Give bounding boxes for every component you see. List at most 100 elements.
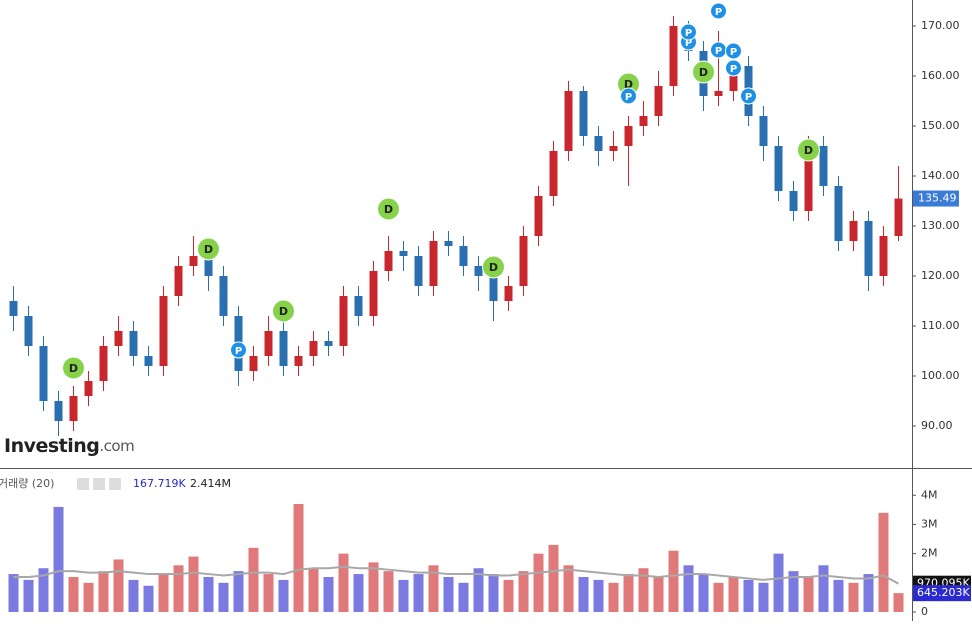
candle-body xyxy=(69,396,78,421)
candle-body xyxy=(489,276,498,301)
volume-bar xyxy=(803,576,814,612)
volume-bar xyxy=(23,579,34,612)
event-label: P xyxy=(685,28,692,39)
volume-bar xyxy=(488,574,499,612)
candle-body xyxy=(639,116,648,126)
event-marker xyxy=(377,197,400,221)
volume-bar xyxy=(473,568,484,612)
volume-bar xyxy=(503,579,514,612)
icon-visibility[interactable] xyxy=(77,478,89,490)
volume-bar xyxy=(308,568,319,612)
event-label: P xyxy=(730,47,737,58)
event-label: P xyxy=(235,346,242,357)
volume-bar xyxy=(293,504,304,612)
candle-body xyxy=(654,86,663,116)
candle-body xyxy=(114,331,123,346)
event-marker xyxy=(197,237,220,261)
volume-bar xyxy=(8,574,19,612)
event-label: P xyxy=(715,46,722,57)
volume-bar xyxy=(323,576,334,612)
volume-bar xyxy=(353,574,364,612)
last-volume-label: 645.203K xyxy=(917,586,970,599)
volume-bar xyxy=(878,512,889,612)
event-label: P xyxy=(715,7,722,18)
volume-bar xyxy=(653,576,664,612)
y-tick-label: 2M xyxy=(921,547,938,560)
volume-bar xyxy=(443,576,454,612)
candle-body xyxy=(609,146,618,151)
candle-body xyxy=(309,341,318,356)
volume-bar xyxy=(893,593,904,612)
event-marker xyxy=(725,59,742,77)
candle-body xyxy=(129,331,138,356)
candle-body xyxy=(144,356,153,366)
volume-bar xyxy=(788,571,799,612)
event-label: P xyxy=(625,92,632,103)
volume-bar xyxy=(233,571,244,612)
candle-body xyxy=(444,241,453,246)
candle-body xyxy=(564,91,573,151)
volume-bar xyxy=(128,579,139,612)
candle-body xyxy=(789,191,798,211)
candle-body xyxy=(9,301,18,316)
event-marker xyxy=(797,138,820,162)
candle-body xyxy=(414,256,423,286)
volume-bar xyxy=(593,579,604,612)
event-label: D xyxy=(489,261,498,274)
last-volume-tag xyxy=(913,585,971,602)
logo: Investing.com xyxy=(4,435,134,457)
event-marker xyxy=(620,87,637,105)
candle-body xyxy=(849,221,858,241)
event-label: P xyxy=(745,92,752,103)
volume-bar xyxy=(68,576,79,612)
icon-close[interactable] xyxy=(109,478,121,490)
candle-body xyxy=(504,286,513,301)
volume-bar xyxy=(623,574,634,612)
candle-body xyxy=(879,236,888,276)
candle-body xyxy=(204,256,213,276)
candle-body xyxy=(369,271,378,316)
candle-body xyxy=(459,246,468,266)
y-tick-label: 110.00 xyxy=(921,319,960,332)
y-tick-label: 160.00 xyxy=(921,69,960,82)
volume-bar xyxy=(53,506,64,612)
volume-bar xyxy=(458,582,469,612)
icon-settings[interactable] xyxy=(93,478,105,490)
candle-body xyxy=(729,66,738,91)
event-label: P xyxy=(730,64,737,75)
volume-bar xyxy=(98,571,109,612)
candle-body xyxy=(99,346,108,381)
candle-body xyxy=(429,241,438,286)
event-label: D xyxy=(384,203,393,216)
candle-body xyxy=(774,146,783,191)
y-tick-label: 4M xyxy=(921,488,938,501)
candle-body xyxy=(54,401,63,421)
candle-body xyxy=(714,91,723,96)
candle-body xyxy=(294,356,303,366)
volume-bar xyxy=(338,553,349,612)
volume-bar xyxy=(143,585,154,612)
volume-bar xyxy=(638,568,649,612)
candle-body xyxy=(24,316,33,346)
event-label: D xyxy=(279,305,288,318)
candle-body xyxy=(249,356,258,371)
event-marker xyxy=(725,42,742,60)
volume-bar xyxy=(248,547,259,612)
logo-suffix: .com xyxy=(99,437,134,455)
volume-bar xyxy=(278,579,289,612)
volume-bar xyxy=(863,574,874,612)
volume-bar xyxy=(428,565,439,612)
event-label: D xyxy=(69,362,78,375)
candle-body xyxy=(384,251,393,271)
y-tick-label: 140.00 xyxy=(921,169,960,182)
y-tick-label: 3M xyxy=(921,517,938,530)
candle-body xyxy=(669,26,678,86)
candle-body xyxy=(279,331,288,366)
volume-bar xyxy=(38,568,49,612)
y-tick-label: 150.00 xyxy=(921,119,960,132)
candle-body xyxy=(219,276,228,316)
candle-body xyxy=(759,116,768,146)
volume-bar xyxy=(833,579,844,612)
volume-bar xyxy=(578,576,589,612)
